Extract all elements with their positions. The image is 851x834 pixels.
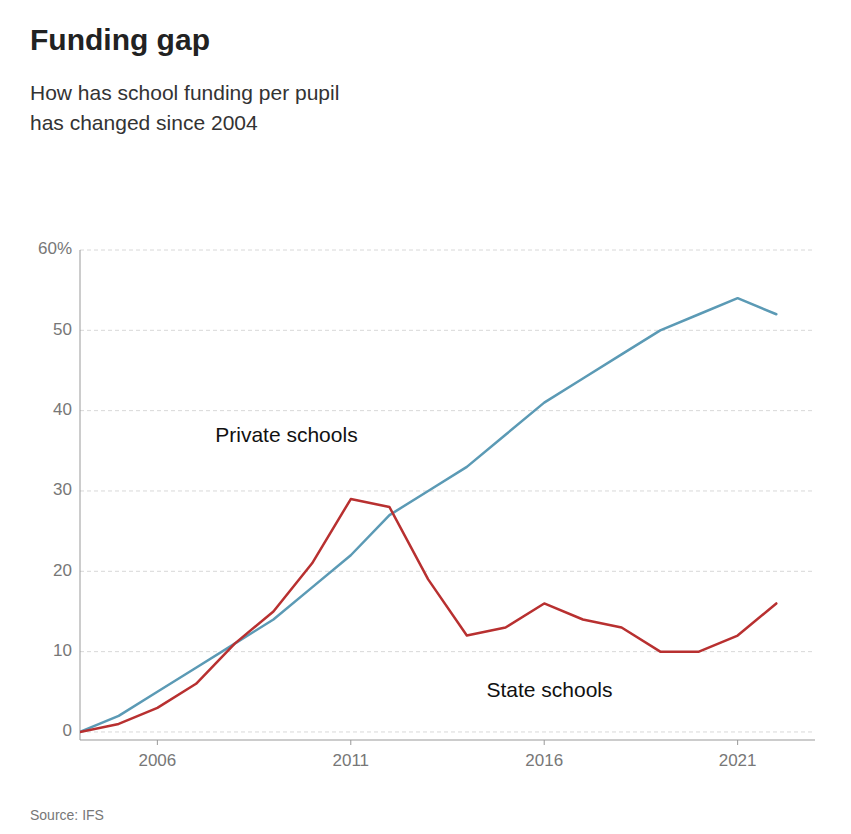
y-grid [80, 250, 815, 732]
y-tick-label: 60% [38, 239, 72, 258]
y-tick-label: 0 [63, 721, 72, 740]
grid-line [80, 490, 815, 491]
x-tick [544, 740, 545, 745]
source: Source: IFS [30, 807, 104, 823]
series-line [80, 298, 776, 732]
grid-line [80, 731, 815, 732]
x-tick-label: 2006 [138, 751, 176, 770]
x-tick [157, 740, 158, 745]
subtitle-line: How has school funding per pupil [30, 81, 339, 104]
series-line [80, 499, 776, 732]
lines [80, 298, 776, 732]
grid-line [80, 571, 815, 572]
y-tick-label: 20 [53, 561, 72, 580]
y-tick-label: 10 [53, 641, 72, 660]
x-axis-line [80, 740, 815, 741]
x-tick [737, 740, 738, 745]
series-label: Private schools [215, 423, 357, 446]
y-axis-line [80, 250, 81, 740]
y-tick-label: 30 [53, 480, 72, 499]
subtitle: How has school funding per pupil has chan… [30, 81, 339, 134]
chart: Funding gap How has school funding per pu… [0, 0, 851, 834]
grid-line [80, 651, 815, 652]
series-label: State schools [486, 678, 612, 701]
subtitle-line: has changed since 2004 [30, 111, 258, 134]
x-tick-label: 2021 [719, 751, 757, 770]
title: Funding gap [30, 23, 210, 56]
grid-line [80, 330, 815, 331]
x-tick [350, 740, 351, 745]
grid-line [80, 250, 815, 251]
x-tick-label: 2016 [525, 751, 563, 770]
grid-line [80, 410, 815, 411]
y-tick-label: 50 [53, 320, 72, 339]
y-tick-label: 40 [53, 400, 72, 419]
x-tick-label: 2011 [333, 751, 370, 770]
